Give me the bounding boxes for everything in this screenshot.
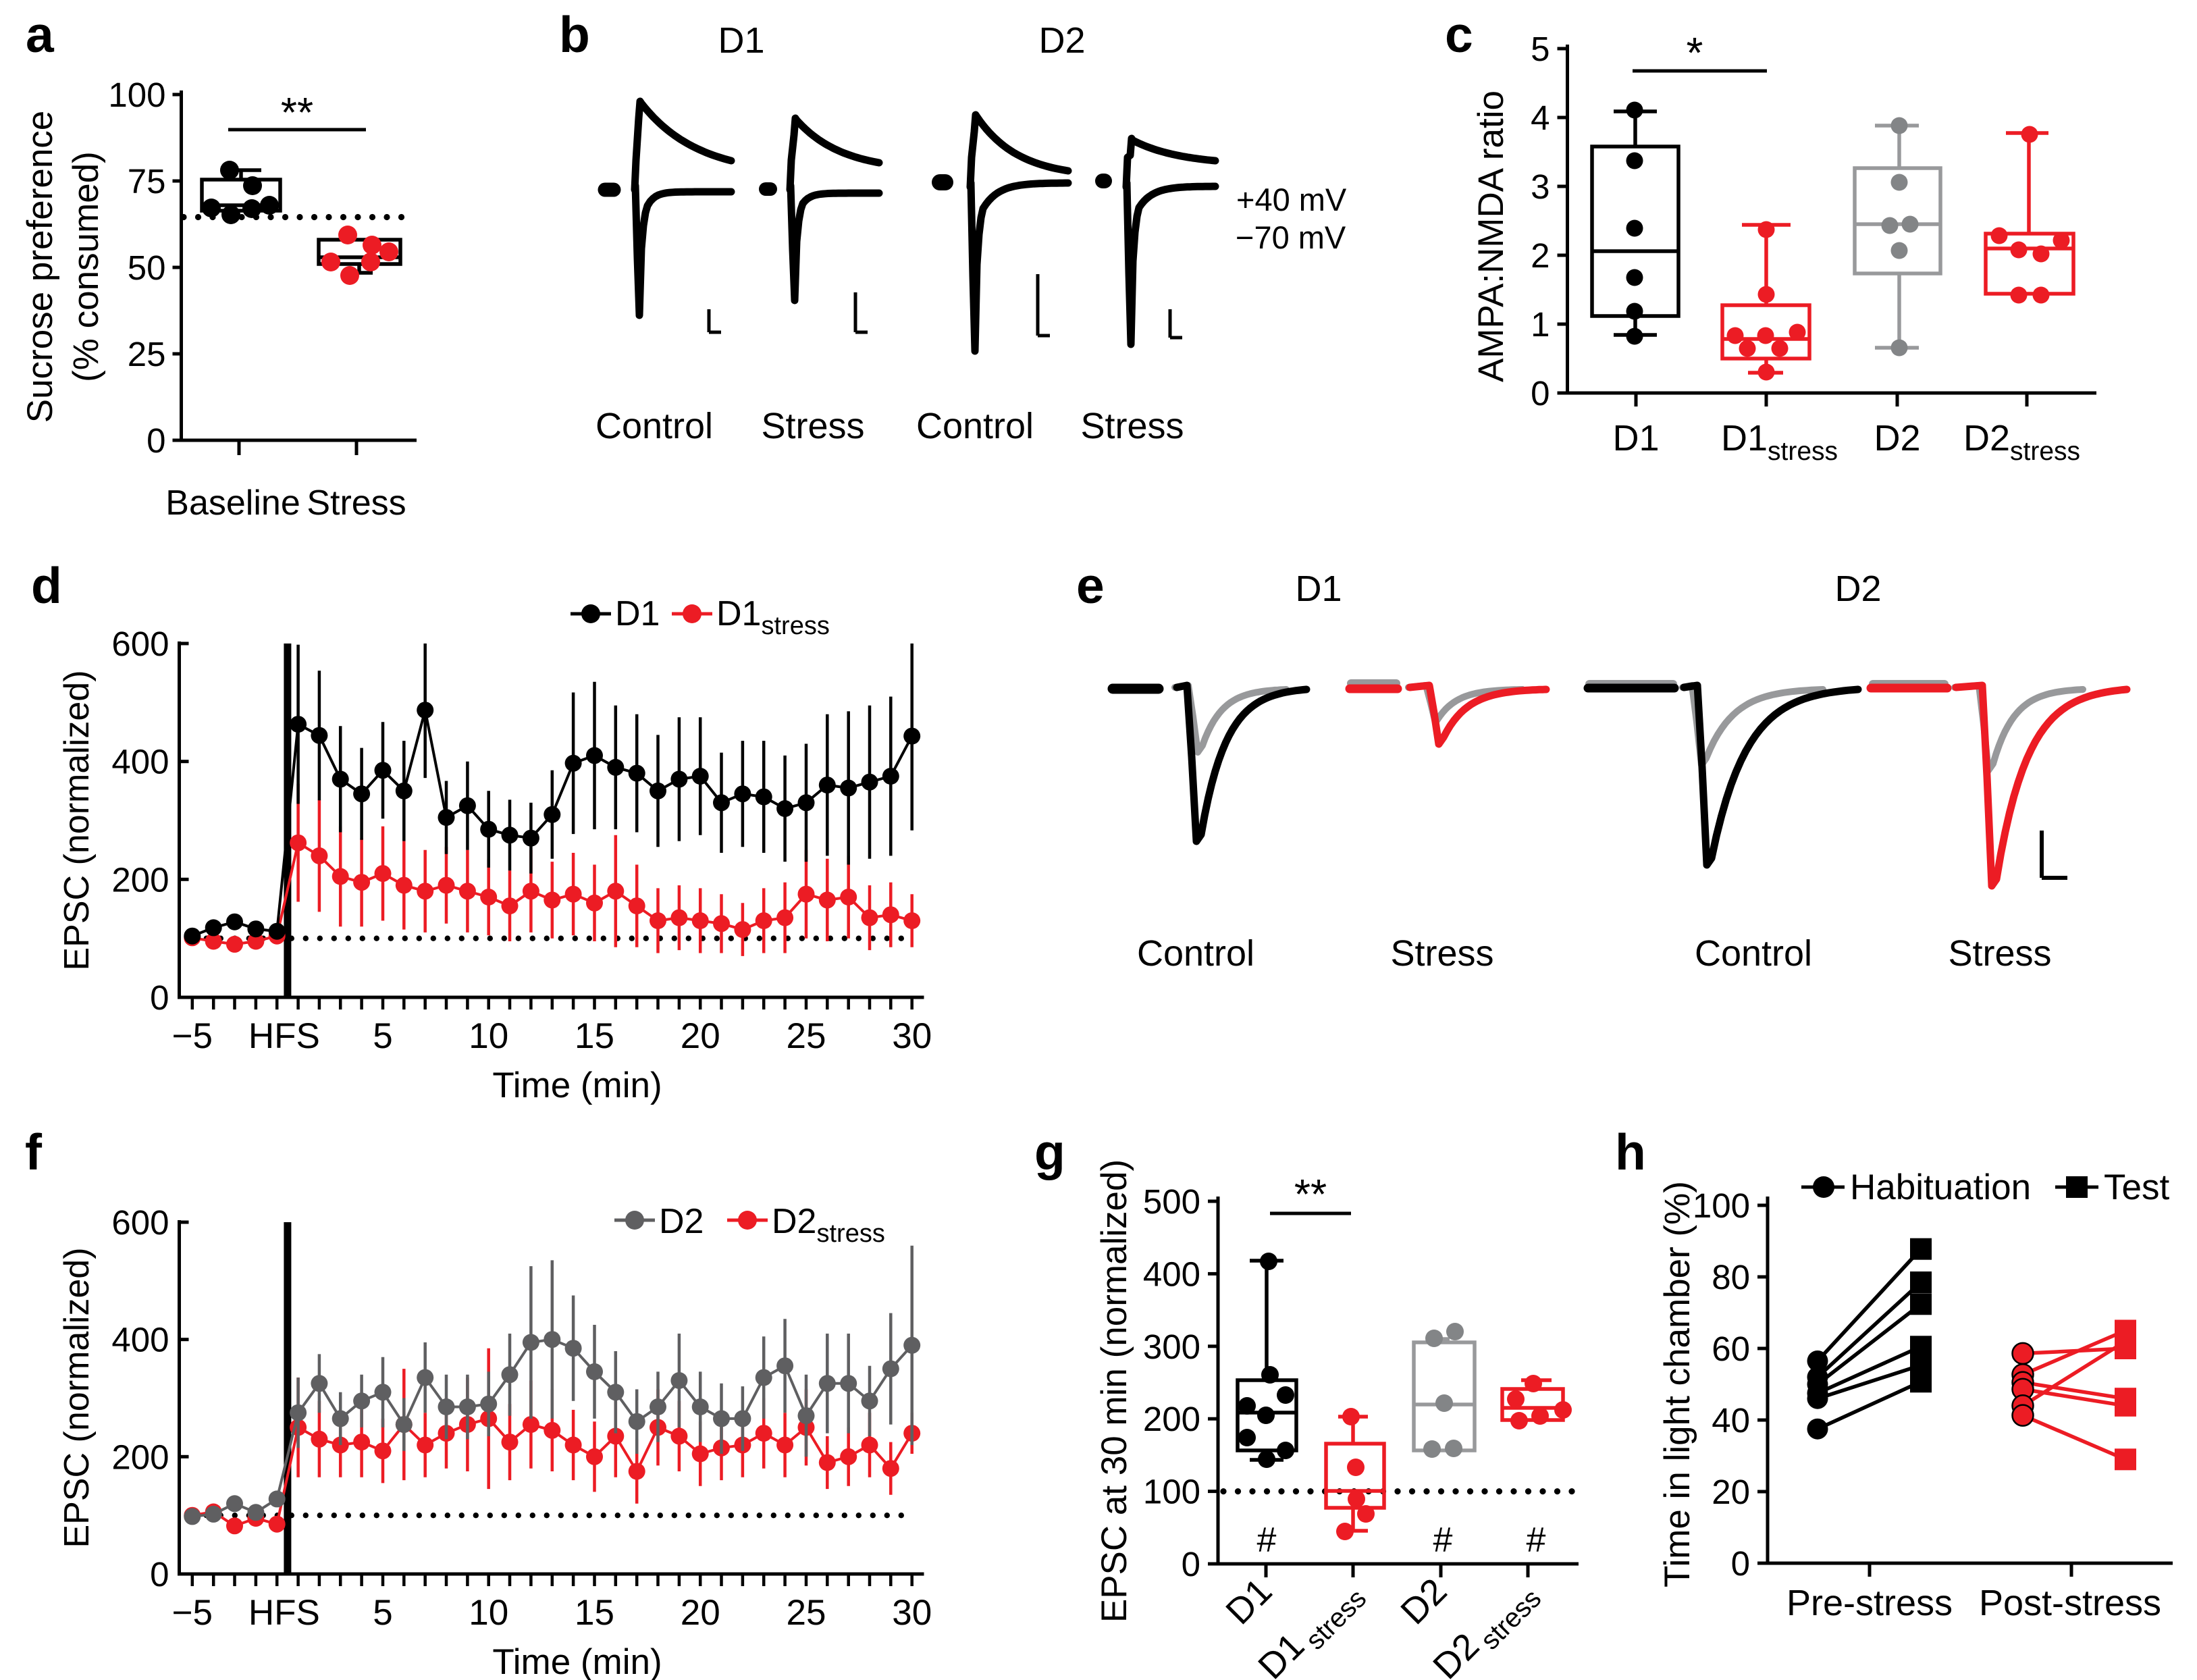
svg-text:2: 2: [1531, 236, 1550, 275]
svg-text:200: 200: [111, 1438, 169, 1476]
svg-text:Stress: Stress: [1390, 933, 1493, 974]
svg-text:Stress: Stress: [1080, 406, 1184, 446]
svg-text:**: **: [281, 90, 313, 136]
svg-text:D1: D1: [718, 20, 764, 61]
svg-text:EPSC (normalized): EPSC (normalized): [57, 670, 97, 970]
svg-text:f: f: [25, 1124, 43, 1180]
svg-text:D1: D1: [1612, 418, 1659, 458]
svg-text:500: 500: [1143, 1182, 1200, 1221]
svg-text:−5: −5: [172, 1016, 213, 1056]
svg-text:Baseline: Baseline: [165, 483, 300, 523]
svg-text:#: #: [1433, 1521, 1453, 1560]
svg-text:Control: Control: [916, 406, 1034, 446]
svg-text:(% consumed): (% consumed): [66, 151, 106, 382]
svg-text:5: 5: [1531, 30, 1550, 68]
svg-text:10: 10: [469, 1593, 508, 1633]
svg-text:Control: Control: [595, 406, 713, 446]
svg-text:Stress: Stress: [761, 406, 864, 446]
svg-text:D1stress: D1stress: [716, 594, 830, 640]
svg-text:g: g: [1034, 1124, 1065, 1180]
svg-text:+40 mV: +40 mV: [1236, 182, 1347, 217]
svg-text:20: 20: [681, 1016, 720, 1056]
svg-text:D2: D2: [1038, 20, 1085, 61]
svg-text:400: 400: [111, 743, 169, 781]
svg-text:25: 25: [787, 1016, 826, 1056]
svg-text:25: 25: [787, 1593, 826, 1633]
svg-text:0: 0: [1731, 1544, 1750, 1583]
svg-text:Time (min): Time (min): [492, 1642, 662, 1680]
svg-text:Time in light chamber (%): Time in light chamber (%): [1658, 1181, 1697, 1587]
svg-text:h: h: [1615, 1124, 1646, 1180]
svg-text:D2: D2: [1834, 569, 1881, 609]
svg-text:EPSC (normalized): EPSC (normalized): [57, 1247, 97, 1548]
svg-text:#: #: [1257, 1521, 1277, 1560]
svg-text:50: 50: [128, 248, 166, 287]
svg-text:d: d: [31, 557, 62, 614]
svg-text:#: #: [1527, 1521, 1546, 1560]
svg-text:20: 20: [1712, 1473, 1750, 1511]
svg-text:25: 25: [128, 335, 166, 373]
svg-text:Stress: Stress: [1948, 933, 2051, 974]
svg-text:Test: Test: [2104, 1167, 2169, 1207]
svg-text:Sucrose preference: Sucrose preference: [20, 111, 60, 423]
svg-text:HFS: HFS: [248, 1593, 320, 1633]
svg-text:100: 100: [1693, 1186, 1750, 1225]
svg-text:100: 100: [1143, 1473, 1200, 1511]
svg-text:30: 30: [892, 1593, 932, 1633]
svg-text:HFS: HFS: [248, 1016, 320, 1056]
svg-text:**: **: [1294, 1172, 1327, 1218]
svg-text:5: 5: [373, 1016, 392, 1056]
svg-text:D2: D2: [1874, 418, 1920, 458]
svg-text:15: 15: [575, 1593, 614, 1633]
svg-text:b: b: [559, 6, 590, 63]
svg-text:400: 400: [111, 1321, 169, 1359]
svg-text:0: 0: [1531, 374, 1550, 413]
svg-text:Post-stress: Post-stress: [1979, 1583, 2161, 1623]
svg-text:0: 0: [150, 978, 169, 1017]
svg-text:D2: D2: [659, 1202, 704, 1241]
svg-text:1: 1: [1531, 305, 1550, 344]
svg-text:5: 5: [373, 1593, 392, 1633]
svg-text:4: 4: [1531, 99, 1550, 137]
svg-text:600: 600: [111, 1203, 169, 1242]
svg-text:20: 20: [681, 1593, 720, 1633]
svg-text:Control: Control: [1137, 933, 1254, 974]
svg-text:−70 mV: −70 mV: [1236, 219, 1346, 255]
svg-text:0: 0: [1182, 1545, 1200, 1583]
svg-text:−5: −5: [172, 1593, 213, 1633]
svg-text:AMPA:NMDA ratio: AMPA:NMDA ratio: [1471, 90, 1511, 382]
svg-text:c: c: [1445, 6, 1473, 63]
svg-text:e: e: [1076, 557, 1105, 614]
svg-text:D1: D1: [1295, 569, 1342, 609]
svg-text:60: 60: [1712, 1330, 1750, 1368]
svg-text:a: a: [26, 6, 55, 63]
svg-text:Time (min): Time (min): [492, 1066, 662, 1105]
svg-text:75: 75: [128, 162, 166, 201]
svg-text:40: 40: [1712, 1401, 1750, 1440]
svg-text:15: 15: [575, 1016, 614, 1056]
svg-text:0: 0: [147, 421, 165, 460]
svg-text:200: 200: [111, 860, 169, 899]
svg-text:EPSC at 30 min (normalized): EPSC at 30 min (normalized): [1094, 1159, 1134, 1623]
svg-text:Stress: Stress: [307, 483, 406, 523]
svg-text:Habituation: Habituation: [1850, 1167, 2031, 1207]
svg-text:600: 600: [111, 625, 169, 663]
svg-text:10: 10: [469, 1016, 508, 1056]
svg-text:400: 400: [1143, 1255, 1200, 1293]
svg-text:300: 300: [1143, 1328, 1200, 1366]
svg-text:Pre-stress: Pre-stress: [1786, 1583, 1953, 1623]
svg-text:30: 30: [892, 1016, 932, 1056]
svg-text:200: 200: [1143, 1400, 1200, 1438]
svg-text:Control: Control: [1695, 933, 1812, 974]
svg-text:*: *: [1687, 28, 1703, 77]
svg-text:0: 0: [150, 1555, 169, 1594]
svg-text:80: 80: [1712, 1258, 1750, 1296]
svg-text:3: 3: [1531, 167, 1550, 206]
svg-text:D1: D1: [615, 594, 660, 633]
svg-text:100: 100: [108, 76, 165, 114]
